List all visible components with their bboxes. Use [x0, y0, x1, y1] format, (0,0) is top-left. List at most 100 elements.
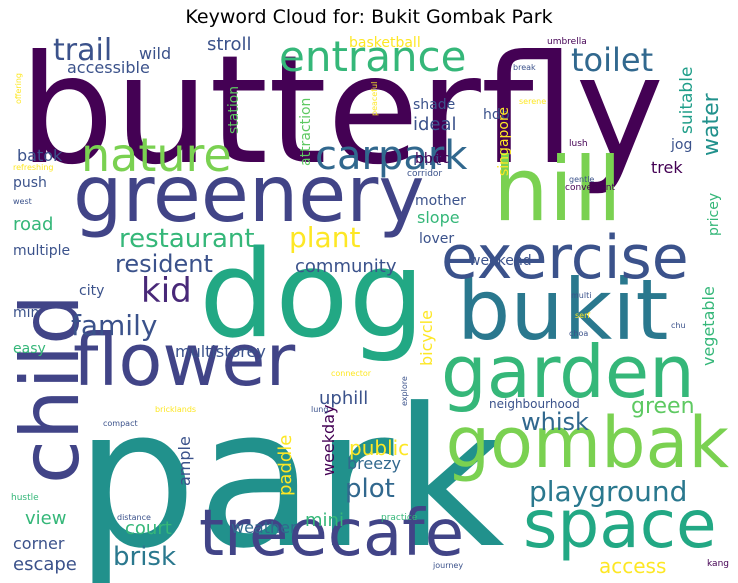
- cloud-word: pricey: [706, 192, 722, 236]
- cloud-word: green: [631, 394, 695, 419]
- cloud-word: weekend: [469, 253, 532, 269]
- cloud-word: family: [71, 309, 158, 342]
- cloud-word: umbrella: [547, 37, 587, 47]
- cloud-word: ample: [175, 436, 194, 486]
- word-cloud: park butterfly dog greenery hill bukit exercis…: [4, 24, 729, 583]
- cloud-word: restaurant: [119, 224, 255, 254]
- cloud-word: ideal: [413, 114, 457, 135]
- cloud-word: mini: [305, 510, 344, 531]
- cloud-word: paddle: [275, 434, 296, 496]
- cloud-word: view: [25, 508, 67, 529]
- cloud-word: gentle: [569, 175, 595, 184]
- cloud-word: road: [13, 214, 54, 235]
- cloud-word: whisk: [521, 408, 589, 436]
- cloud-word: convenient: [565, 183, 615, 193]
- cloud-word: butterfly: [19, 24, 665, 198]
- cloud-word: multistorey: [175, 342, 266, 361]
- cloud-word: explore: [400, 376, 409, 406]
- cloud-word: batok: [17, 146, 63, 165]
- cloud-word: trail: [53, 33, 113, 68]
- cloud-word: resident: [115, 250, 213, 278]
- cloud-word: singapore: [496, 106, 512, 176]
- cloud-word: water: [699, 93, 724, 156]
- cloud-word: connector: [331, 369, 372, 378]
- cloud-word: push: [13, 175, 47, 191]
- cloud-word: distance: [117, 513, 151, 522]
- cloud-word: flower: [73, 318, 296, 402]
- cloud-word: hustle: [11, 493, 39, 503]
- cloud-word: kang: [707, 559, 729, 569]
- cloud-word: multi: [571, 291, 592, 300]
- cloud-word: breezy: [347, 454, 401, 473]
- cloud-word: slope: [417, 208, 460, 227]
- cloud-word: lush: [569, 139, 588, 149]
- cloud-word: brisk: [113, 542, 177, 572]
- cloud-word: bicycle: [417, 310, 436, 366]
- cloud-word: mother: [415, 193, 466, 209]
- cloud-word: park: [75, 368, 505, 583]
- cloud-word: mrt: [413, 150, 442, 169]
- cloud-word: shade: [413, 97, 456, 113]
- cloud-word: station: [226, 85, 242, 134]
- cloud-word: nature: [81, 128, 232, 182]
- cloud-word: plant: [289, 221, 361, 254]
- cloud-word: toilet: [571, 41, 654, 79]
- cloud-word: public: [349, 436, 410, 460]
- cloud-word: offering: [14, 73, 23, 104]
- cloud-word: gombak: [445, 402, 729, 484]
- cloud-word: space: [523, 486, 717, 563]
- cloud-word: west: [13, 197, 32, 206]
- cloud-word: treecafe: [199, 497, 465, 571]
- cloud-word: exercise: [441, 223, 689, 293]
- cloud-word: corner: [13, 534, 65, 553]
- cloud-word: attraction: [298, 97, 314, 166]
- cloud-word: court: [125, 518, 172, 539]
- cloud-word: hill: [493, 138, 623, 241]
- cloud-word: min: [13, 305, 40, 321]
- cloud-word: weather: [231, 518, 297, 537]
- cloud-word: corridor: [407, 169, 443, 179]
- cloud-word: bukit: [457, 261, 669, 359]
- cloud-word: compact: [103, 419, 138, 428]
- cloud-word: break: [513, 63, 536, 72]
- cloud-word: playground: [529, 475, 688, 508]
- cloud-word: refreshing: [13, 163, 54, 172]
- cloud-word: lung: [311, 405, 329, 414]
- cloud-word: vegetable: [699, 286, 718, 366]
- cloud-word: entrance: [279, 32, 467, 81]
- cloud-word: basketball: [349, 35, 421, 51]
- cloud-word: plot: [345, 474, 395, 504]
- cloud-word: serf: [575, 311, 591, 320]
- cloud-word: access: [599, 554, 667, 578]
- cloud-word: garden: [441, 330, 695, 414]
- cloud-word: escape: [13, 554, 77, 575]
- cloud-word: chu: [671, 321, 686, 330]
- cloud-word: bricklands: [155, 405, 197, 414]
- cloud-word: serene: [519, 97, 547, 106]
- cloud-word: carpark: [315, 133, 468, 179]
- cloud-word: hdb: [483, 107, 510, 123]
- cloud-word: neighbourhood: [489, 397, 580, 411]
- chart-title: Keyword Cloud for: Bukit Gombak Park: [185, 6, 553, 28]
- cloud-word: suitable: [677, 66, 697, 134]
- cloud-word: wild: [139, 44, 172, 63]
- cloud-word: uphill: [319, 388, 369, 409]
- cloud-word: weekday: [319, 404, 338, 476]
- cloud-word: choa: [569, 329, 589, 338]
- cloud-word: bbdc: [415, 151, 450, 167]
- cloud-word: kid: [141, 271, 192, 311]
- cloud-word: community: [295, 256, 397, 277]
- cloud-word: multiple: [13, 243, 71, 259]
- cloud-word: accessible: [67, 58, 150, 77]
- cloud-word: journey: [433, 561, 464, 570]
- cloud-word: trek: [651, 158, 683, 177]
- cloud-word: jog: [671, 137, 693, 153]
- cloud-word: peaceful: [370, 81, 379, 116]
- cloud-word: city: [79, 283, 105, 299]
- cloud-word: easy: [13, 341, 46, 357]
- cloud-word: stroll: [207, 34, 252, 55]
- cloud-word: greenery: [73, 150, 425, 240]
- cloud-word: dog: [199, 226, 425, 365]
- cloud-word: practice: [381, 513, 418, 523]
